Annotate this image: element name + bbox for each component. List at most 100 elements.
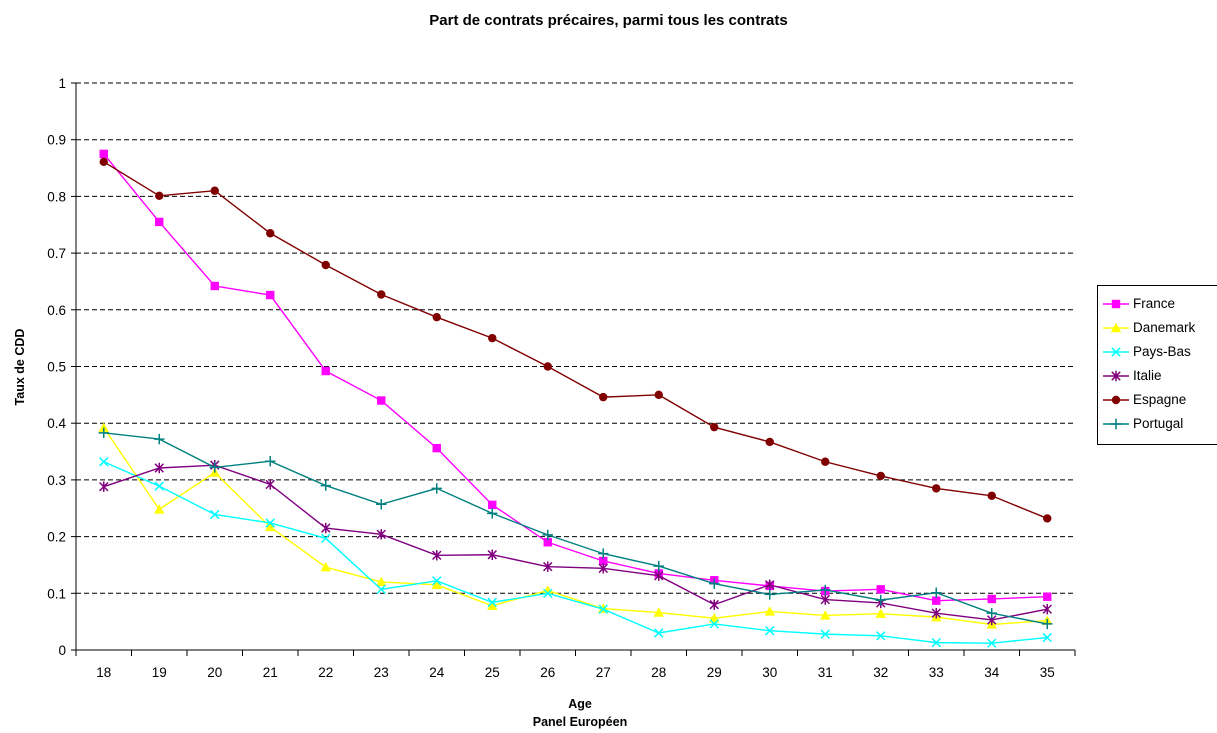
legend-item-pays-bas: Pays-Bas <box>1102 342 1217 362</box>
data-point-portugal <box>764 589 775 600</box>
y-tick-label: 0.9 <box>47 133 66 148</box>
legend-item-france: France <box>1102 294 1217 314</box>
series-portugal <box>98 427 1053 630</box>
data-point-pays-bas <box>99 457 109 467</box>
x-tick-label: 21 <box>263 665 278 680</box>
data-point-portugal <box>1042 618 1053 630</box>
data-point-espagne <box>654 390 663 400</box>
data-point-espagne <box>321 260 330 270</box>
data-point-portugal <box>209 462 220 473</box>
y-tick-label: 0.8 <box>47 189 66 204</box>
data-point-danemark <box>875 608 886 618</box>
legend-label: France <box>1133 296 1176 311</box>
data-point-pays-bas <box>376 584 386 595</box>
data-point-pays-bas <box>765 625 775 636</box>
legend-swatch <box>1103 418 1129 430</box>
data-point-france <box>1043 592 1052 601</box>
x-tick-label: 27 <box>596 665 611 680</box>
data-point-france <box>377 396 386 405</box>
data-point-pays-bas <box>931 637 941 648</box>
x-tick-label: 30 <box>762 665 777 680</box>
data-point-italie <box>432 550 442 561</box>
data-point-pays-bas <box>210 509 220 520</box>
x-tick-label: 26 <box>540 665 555 680</box>
series-line-pays-bas <box>103 461 1048 644</box>
data-point-espagne <box>543 362 552 371</box>
series-lines <box>98 149 1053 648</box>
data-point-italie <box>154 462 164 474</box>
data-point-portugal <box>542 529 553 541</box>
data-point-pays-bas <box>598 604 608 614</box>
data-point-espagne <box>599 392 608 402</box>
gridlines <box>76 82 1075 594</box>
x-tick-label: 22 <box>318 665 333 680</box>
y-tick-label: 0.5 <box>47 360 66 375</box>
data-point-pays-bas <box>321 533 331 544</box>
data-point-france <box>599 556 608 566</box>
legend-marker <box>1110 322 1122 333</box>
x-tick-label: 18 <box>96 665 111 680</box>
legend-label: Italie <box>1133 368 1162 383</box>
data-point-pays-bas <box>709 619 719 629</box>
chart-legend: France Danemark Pays-Bas Italie Espagne Portu… <box>1097 285 1217 445</box>
data-point-france <box>876 585 885 594</box>
data-point-italie <box>820 594 830 605</box>
data-point-france <box>321 366 330 376</box>
data-point-italie <box>598 563 608 574</box>
legend-item-portugal: Portugal <box>1102 414 1217 434</box>
legend-swatch <box>1103 395 1129 405</box>
legend-marker <box>1111 299 1121 309</box>
data-point-portugal <box>931 587 942 598</box>
data-point-france <box>987 594 996 604</box>
data-point-france <box>488 500 497 510</box>
data-point-espagne <box>765 437 774 447</box>
legend-label: Pays-Bas <box>1133 344 1191 359</box>
x-tick-label: 28 <box>651 665 666 680</box>
series-line-france <box>103 153 1048 602</box>
legend-marker <box>1111 370 1121 382</box>
series-italie <box>99 459 1052 626</box>
data-point-danemark <box>653 607 664 617</box>
data-point-portugal <box>431 483 442 494</box>
data-point-espagne <box>821 457 830 466</box>
tick-labels: 0 0.1 0.2 0.3 0.4 0.5 0.6 0.7 0.8 0.9 1 18 19 20 21 22 2… <box>47 76 1055 680</box>
x-tick-label: 23 <box>374 665 389 680</box>
x-tick-label: 35 <box>1040 665 1055 680</box>
data-point-italie <box>1042 603 1052 615</box>
data-point-espagne <box>210 186 219 195</box>
data-point-italie <box>654 570 664 581</box>
data-point-espagne <box>987 491 996 500</box>
data-point-danemark <box>98 422 109 432</box>
data-point-espagne <box>710 422 719 432</box>
y-tick-label: 0.4 <box>47 416 66 431</box>
data-point-espagne <box>876 471 885 481</box>
legend-label: Portugal <box>1133 416 1184 431</box>
data-point-italie <box>487 549 497 560</box>
data-point-france <box>432 443 441 453</box>
y-tick-label: 0.6 <box>47 303 66 318</box>
data-point-espagne <box>488 333 497 343</box>
data-point-pays-bas <box>820 629 830 639</box>
legend-label: Danemark <box>1133 320 1196 335</box>
y-tick-label: 1 <box>58 76 66 91</box>
data-point-espagne <box>377 290 386 299</box>
series-line-italie <box>103 464 1048 621</box>
legend-item-espagne: Espagne <box>1102 390 1217 410</box>
series-espagne <box>99 157 1052 523</box>
data-point-pays-bas <box>987 638 997 648</box>
data-point-pays-bas <box>654 628 664 638</box>
data-point-italie <box>709 599 719 610</box>
data-point-espagne <box>99 157 108 167</box>
y-tick-label: 0.3 <box>47 473 66 488</box>
data-point-portugal <box>376 499 387 510</box>
data-point-danemark <box>709 613 720 623</box>
data-point-italie <box>931 607 941 619</box>
data-point-danemark <box>154 504 165 514</box>
series-line-portugal <box>103 432 1048 625</box>
data-point-portugal <box>598 548 609 559</box>
y-tick-label: 0.2 <box>47 530 66 545</box>
y-tick-label: 0.7 <box>47 246 66 261</box>
series-line-espagne <box>103 161 1048 520</box>
legend-marker <box>1111 395 1121 405</box>
